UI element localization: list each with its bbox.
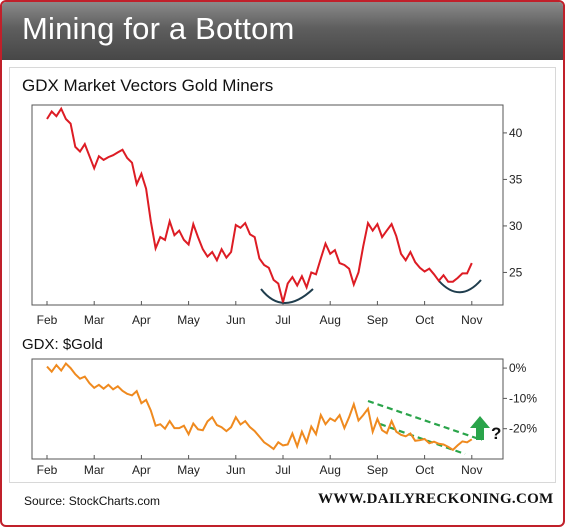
bottom-arc-jul (260, 288, 314, 304)
y-tick-label: 0% (509, 361, 527, 375)
x-tick-label: Oct (415, 463, 434, 477)
y-tick-label: 25 (509, 265, 523, 279)
y-tick-labels-ratio: 0% -10% -20% (509, 361, 537, 436)
trend-line-upper (367, 399, 483, 442)
y-tick-label: 30 (509, 219, 523, 233)
x-tick-label: Nov (461, 313, 482, 327)
title-banner: Mining for a Bottom (2, 2, 563, 60)
x-tick-label: Aug (320, 313, 341, 327)
x-tick-label: Jun (226, 313, 245, 327)
site-credit: WWW.DAILYRECKONING.COM (318, 491, 554, 507)
y-tick-labels-gdx: 40 35 30 25 (509, 126, 523, 280)
chart-title-gdx: GDX Market Vectors Gold Miners (22, 76, 274, 95)
question-mark: ? (491, 424, 501, 443)
x-tick-label: Apr (132, 463, 151, 477)
y-tick-label: 35 (509, 172, 523, 186)
x-tick-label: Feb (37, 313, 58, 327)
bottom-arc-oct (438, 279, 482, 294)
y-tick-label: 40 (509, 126, 523, 140)
gdx-gold-ratio-line (46, 361, 473, 452)
x-tick-label: Oct (415, 313, 434, 327)
y-tick-label: -10% (509, 391, 537, 405)
y-tick-label: -20% (509, 422, 537, 436)
x-tick-labels-gdx: Feb Mar Apr May Jun Jul Aug Sep Oct Nov (37, 313, 483, 327)
x-tick-label: Apr (132, 313, 151, 327)
x-tick-label: May (177, 313, 200, 327)
chart-title-ratio: GDX: $Gold (22, 336, 103, 353)
x-tick-label: Aug (320, 463, 341, 477)
x-tick-label: Jul (275, 313, 290, 327)
x-tick-label: May (177, 463, 200, 477)
x-tick-label: Jul (275, 463, 290, 477)
gridlines-ratio (46, 367, 507, 459)
x-tick-label: Feb (37, 463, 58, 477)
x-tick-label: Sep (367, 313, 389, 327)
x-tick-label: Nov (461, 463, 482, 477)
plot-area-ratio (31, 358, 504, 460)
x-tick-labels-ratio: Feb Mar Apr May Jun Jul Aug Sep Oct Nov (37, 463, 483, 477)
plot-area-gdx (31, 104, 504, 306)
x-tick-label: Mar (84, 313, 105, 327)
up-arrow-icon (470, 416, 490, 440)
x-tick-label: Sep (367, 463, 389, 477)
gdx-price-line (46, 106, 473, 303)
x-tick-label: Jun (226, 463, 245, 477)
banner-title: Mining for a Bottom (22, 11, 295, 46)
x-tick-label: Mar (84, 463, 105, 477)
gridlines-gdx (46, 132, 507, 305)
source-credit: Source: StockCharts.com (24, 494, 161, 508)
